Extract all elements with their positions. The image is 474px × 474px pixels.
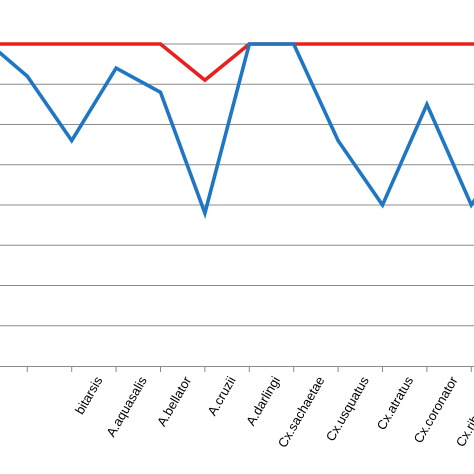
x-tick-label: Cx.usquatus: [323, 373, 372, 444]
x-axis-ticks: [26, 366, 472, 372]
x-tick-label: A.bellator: [154, 373, 195, 429]
x-tick-label: Cx.atratus: [374, 373, 417, 432]
x-tick-label: A.aquasalis: [103, 373, 150, 439]
series-lines: [0, 42, 474, 220]
gridlines: [0, 43, 474, 327]
series-line-2: [0, 42, 474, 220]
x-tick-label: A.darlingi: [243, 374, 283, 429]
series-line-1: [0, 42, 474, 83]
x-tick-label: bitarsis: [72, 373, 106, 417]
x-tick-label: A.cruzii: [204, 374, 238, 419]
x-tick-label: Cx.sachaetae: [275, 374, 328, 450]
x-tick-label: Cx.coronator: [410, 373, 461, 446]
